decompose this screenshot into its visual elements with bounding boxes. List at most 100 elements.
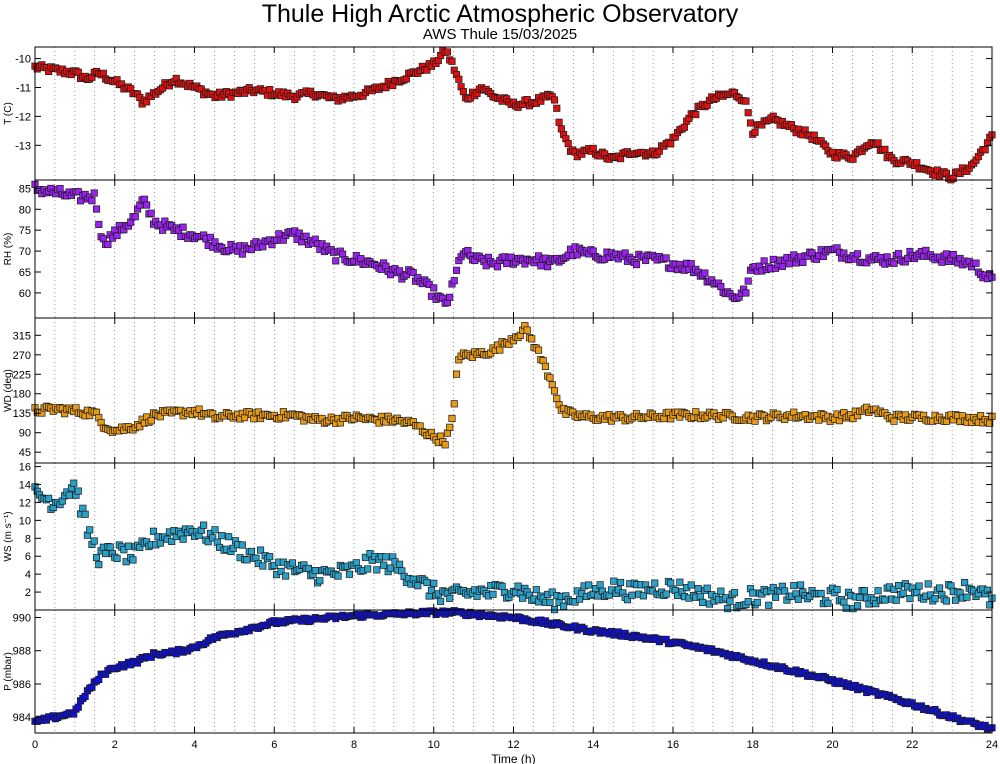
- data-point: [553, 394, 561, 402]
- data-point: [396, 560, 404, 568]
- data-point: [860, 587, 868, 595]
- data-point: [667, 140, 675, 148]
- data-point: [247, 547, 256, 556]
- y-axis-label: WS (m s⁻¹): [3, 511, 14, 561]
- data-point: [496, 346, 504, 354]
- data-point: [90, 537, 98, 545]
- data-point: [585, 581, 593, 589]
- data-point: [95, 561, 103, 569]
- y-axis-label: P (mbar): [3, 652, 14, 691]
- y-tick-label: 4: [25, 569, 31, 581]
- data-point: [781, 587, 789, 595]
- data-point: [610, 577, 618, 585]
- data-point: [785, 260, 793, 268]
- data-point: [537, 262, 545, 270]
- data-point: [143, 201, 151, 209]
- data-point: [334, 572, 342, 580]
- data-point: [963, 593, 971, 601]
- data-point: [553, 104, 561, 112]
- y-tick-label: 6: [25, 551, 31, 563]
- data-point: [156, 539, 164, 547]
- data-point: [778, 262, 786, 270]
- data-point: [717, 283, 725, 291]
- data-point: [200, 521, 208, 529]
- data-point: [742, 289, 750, 297]
- series-t: [31, 46, 996, 184]
- data-point: [427, 586, 436, 594]
- data-point: [332, 257, 340, 265]
- data-point: [699, 598, 707, 606]
- y-tick-label: -12: [15, 111, 31, 123]
- data-point: [277, 567, 285, 575]
- data-point: [749, 589, 757, 597]
- data-point: [790, 251, 798, 259]
- data-point: [238, 541, 246, 549]
- x-tick-label: 12: [507, 739, 519, 751]
- data-point: [564, 140, 572, 148]
- data-point: [430, 579, 438, 587]
- data-point: [981, 146, 989, 154]
- data-point: [448, 414, 456, 422]
- data-point: [890, 417, 898, 425]
- data-point: [951, 596, 960, 604]
- data-point: [382, 553, 390, 561]
- data-point: [874, 587, 882, 595]
- data-point: [617, 578, 625, 587]
- y-tick-label: 16: [19, 462, 31, 474]
- data-point: [856, 593, 864, 602]
- x-tick-label: 22: [906, 739, 918, 751]
- data-point: [136, 423, 144, 431]
- data-point: [179, 223, 187, 231]
- data-point: [243, 556, 251, 564]
- y-tick-label: -10: [15, 54, 31, 66]
- data-point: [519, 594, 527, 602]
- data-point: [546, 374, 554, 382]
- data-point: [797, 581, 805, 589]
- data-point: [744, 598, 752, 606]
- data-point: [961, 579, 969, 587]
- data-point: [983, 586, 991, 594]
- data-point: [514, 582, 522, 590]
- data-point: [86, 526, 94, 534]
- data-point: [455, 75, 463, 83]
- data-point: [594, 592, 602, 600]
- data-point: [257, 546, 265, 554]
- data-point: [833, 585, 841, 594]
- data-point: [687, 260, 695, 268]
- data-point: [446, 423, 454, 431]
- data-point: [840, 598, 848, 606]
- data-point: [942, 250, 950, 258]
- y-tick-label: 65: [19, 267, 31, 279]
- data-point: [168, 537, 176, 546]
- data-point: [503, 260, 511, 268]
- data-point: [874, 139, 882, 147]
- y-tick-label: 315: [13, 330, 31, 342]
- data-point: [931, 595, 939, 603]
- data-point: [238, 250, 246, 258]
- data-point: [949, 250, 957, 259]
- x-tick-label: 14: [587, 739, 599, 751]
- data-point: [632, 261, 641, 269]
- data-point: [149, 527, 158, 535]
- data-point: [639, 592, 647, 600]
- data-point: [532, 586, 540, 594]
- data-point: [924, 580, 932, 588]
- data-point: [396, 267, 404, 275]
- data-point: [744, 277, 752, 285]
- y-tick-label: -11: [16, 82, 31, 94]
- data-point: [450, 400, 458, 408]
- data-point: [90, 189, 98, 197]
- data-point: [241, 414, 249, 422]
- data-point: [129, 556, 137, 564]
- data-point: [430, 284, 438, 292]
- data-point: [751, 128, 759, 136]
- data-point: [65, 491, 73, 499]
- data-point: [361, 553, 369, 561]
- data-point: [724, 605, 732, 613]
- data-point: [890, 585, 898, 593]
- data-point: [769, 255, 777, 263]
- data-point: [74, 487, 82, 495]
- data-point: [881, 145, 889, 153]
- y-tick-label: 986: [13, 679, 31, 691]
